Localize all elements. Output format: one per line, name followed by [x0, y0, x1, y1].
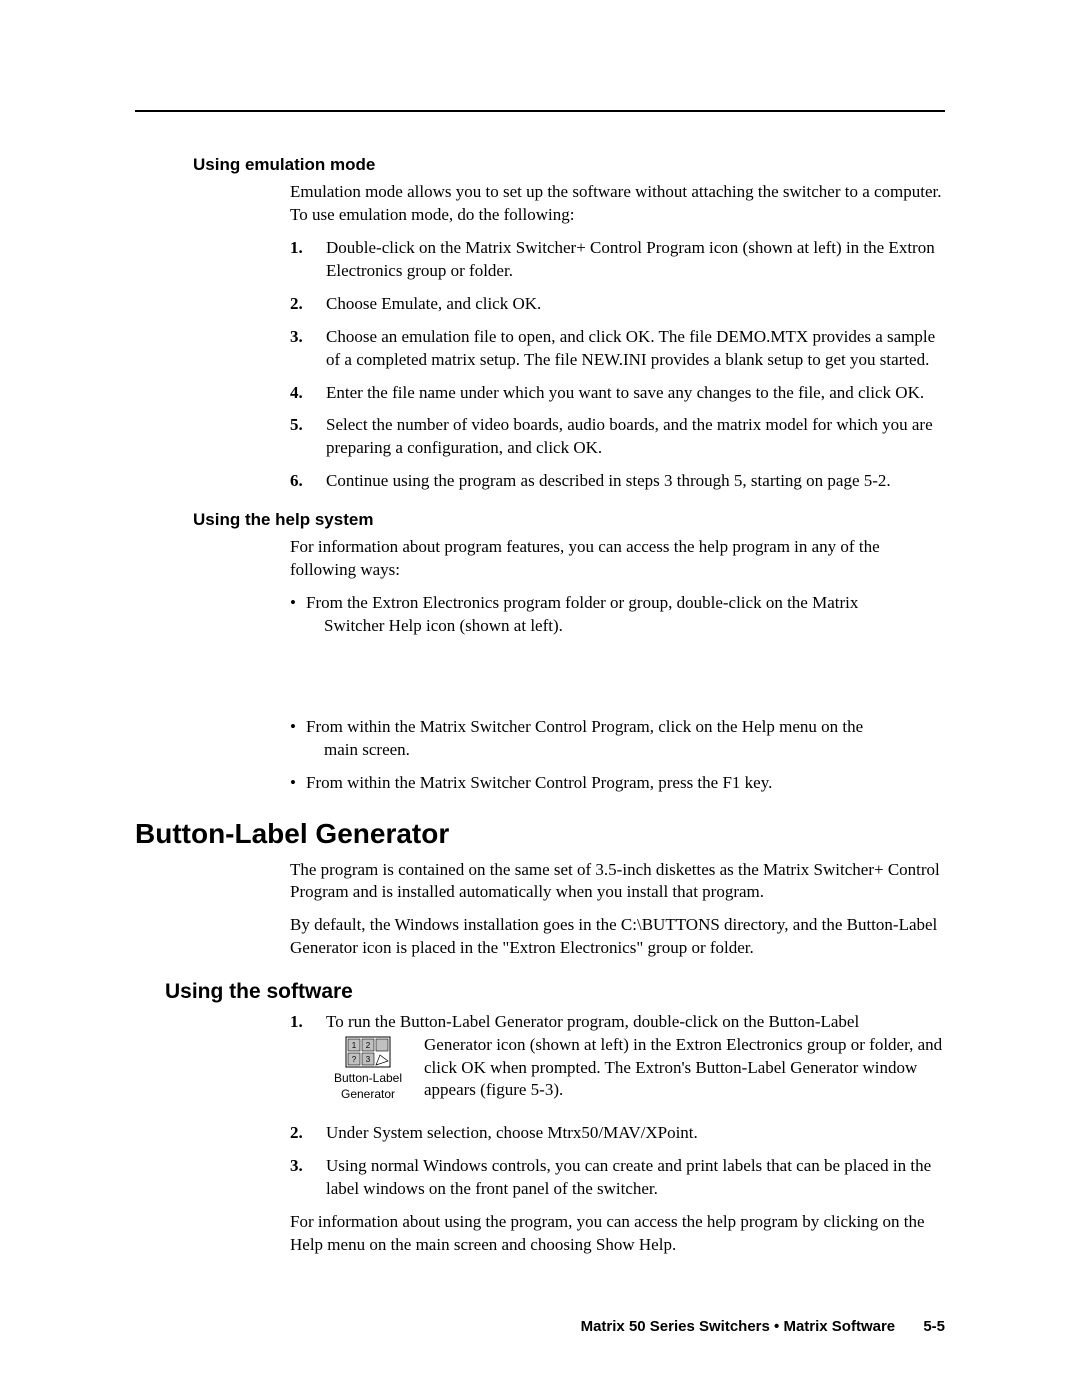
list-item: 4.Enter the file name under which you wa…	[290, 382, 945, 405]
emulation-body: Emulation mode allows you to set up the …	[290, 181, 945, 493]
bullet-dot: •	[290, 716, 306, 762]
list-item: 2.Choose Emulate, and click OK.	[290, 293, 945, 316]
step-text: Select the number of video boards, audio…	[326, 414, 945, 460]
step-number: 6.	[290, 470, 326, 493]
step-number: 3.	[290, 1155, 326, 1201]
top-rule	[135, 110, 945, 112]
help-body: For information about program features, …	[290, 536, 945, 795]
bullet-line1: From within the Matrix Switcher Control …	[306, 717, 863, 736]
emulation-steps: 1.Double-click on the Matrix Switcher+ C…	[290, 237, 945, 493]
blg-icon-svg: 1 2 ? 3	[345, 1036, 391, 1068]
step-text: Enter the file name under which you want…	[326, 382, 945, 405]
list-item: 2.Under System selection, choose Mtrx50/…	[290, 1122, 945, 1145]
step-number: 5.	[290, 414, 326, 460]
using-sw-closing: For information about using the program,…	[290, 1211, 945, 1257]
step-number: 2.	[290, 293, 326, 316]
icon-placeholder-gap	[290, 648, 945, 712]
bullet-text: From within the Matrix Switcher Control …	[306, 772, 945, 795]
step-number: 1.	[290, 1011, 326, 1113]
page-footer: Matrix 50 Series Switchers • Matrix Soft…	[581, 1317, 945, 1337]
list-item: 1. To run the Button-Label Generator pro…	[290, 1011, 945, 1113]
list-item: 5.Select the number of video boards, aud…	[290, 414, 945, 460]
list-item: •From the Extron Electronics program fol…	[290, 592, 945, 638]
bullet-line2: main screen.	[306, 739, 945, 762]
svg-text:3: 3	[366, 1055, 371, 1064]
step-text: To run the Button-Label Generator progra…	[326, 1011, 945, 1113]
step-number: 4.	[290, 382, 326, 405]
bullet-text: From within the Matrix Switcher Control …	[306, 716, 945, 762]
bullet-dot: •	[290, 592, 306, 638]
svg-text:2: 2	[366, 1041, 371, 1050]
step-text: Double-click on the Matrix Switcher+ Con…	[326, 237, 945, 283]
step-number: 2.	[290, 1122, 326, 1145]
using-sw-body: 1. To run the Button-Label Generator pro…	[290, 1011, 945, 1257]
bullet-line2: Switcher Help icon (shown at left).	[306, 615, 945, 638]
list-item: 6.Continue using the program as describe…	[290, 470, 945, 493]
emulation-intro: Emulation mode allows you to set up the …	[290, 181, 945, 227]
document-page: Using emulation mode Emulation mode allo…	[0, 0, 1080, 1397]
step-number: 1.	[290, 237, 326, 283]
button-label-generator-icon: 1 2 ? 3 Button-Label Gen	[326, 1036, 410, 1103]
heading-help-system: Using the help system	[193, 509, 945, 532]
step1-lead: To run the Button-Label Generator progra…	[326, 1012, 859, 1031]
blg-body: The program is contained on the same set…	[290, 859, 945, 961]
bullet-text: From the Extron Electronics program fold…	[306, 592, 945, 638]
step-text: Under System selection, choose Mtrx50/MA…	[326, 1122, 945, 1145]
page-number: 5-5	[923, 1318, 945, 1335]
list-item: 3.Choose an emulation file to open, and …	[290, 326, 945, 372]
blg-para2: By default, the Windows installation goe…	[290, 914, 945, 960]
blg-para1: The program is contained on the same set…	[290, 859, 945, 905]
step-text: Choose an emulation file to open, and cl…	[326, 326, 945, 372]
step-number: 3.	[290, 326, 326, 372]
help-bullets: •From the Extron Electronics program fol…	[290, 592, 945, 638]
list-item: 1.Double-click on the Matrix Switcher+ C…	[290, 237, 945, 283]
footer-text: Matrix 50 Series Switchers • Matrix Soft…	[581, 1318, 896, 1335]
svg-text:?: ?	[352, 1055, 357, 1064]
step-text: Using normal Windows controls, you can c…	[326, 1155, 945, 1201]
list-item: •From within the Matrix Switcher Control…	[290, 772, 945, 795]
heading-using-software: Using the software	[165, 978, 945, 1006]
heading-button-label-generator: Button-Label Generator	[135, 815, 945, 853]
bullet-line1: From the Extron Electronics program fold…	[306, 593, 858, 612]
heading-emulation-mode: Using emulation mode	[193, 154, 945, 177]
step1-rest: Generator icon (shown at left) in the Ex…	[424, 1034, 945, 1103]
step1-icon-row: 1 2 ? 3 Button-Label Gen	[326, 1034, 945, 1103]
list-item: •From within the Matrix Switcher Control…	[290, 716, 945, 762]
using-sw-steps: 1. To run the Button-Label Generator pro…	[290, 1011, 945, 1202]
list-item: 3.Using normal Windows controls, you can…	[290, 1155, 945, 1201]
icon-caption-line1: Button-Label	[326, 1070, 410, 1086]
svg-text:1: 1	[352, 1041, 357, 1050]
help-bullets-continued: •From within the Matrix Switcher Control…	[290, 716, 945, 795]
bullet-dot: •	[290, 772, 306, 795]
step-text: Continue using the program as described …	[326, 470, 945, 493]
icon-caption-line2: Generator	[326, 1086, 410, 1102]
help-intro: For information about program features, …	[290, 536, 945, 582]
step-text: Choose Emulate, and click OK.	[326, 293, 945, 316]
